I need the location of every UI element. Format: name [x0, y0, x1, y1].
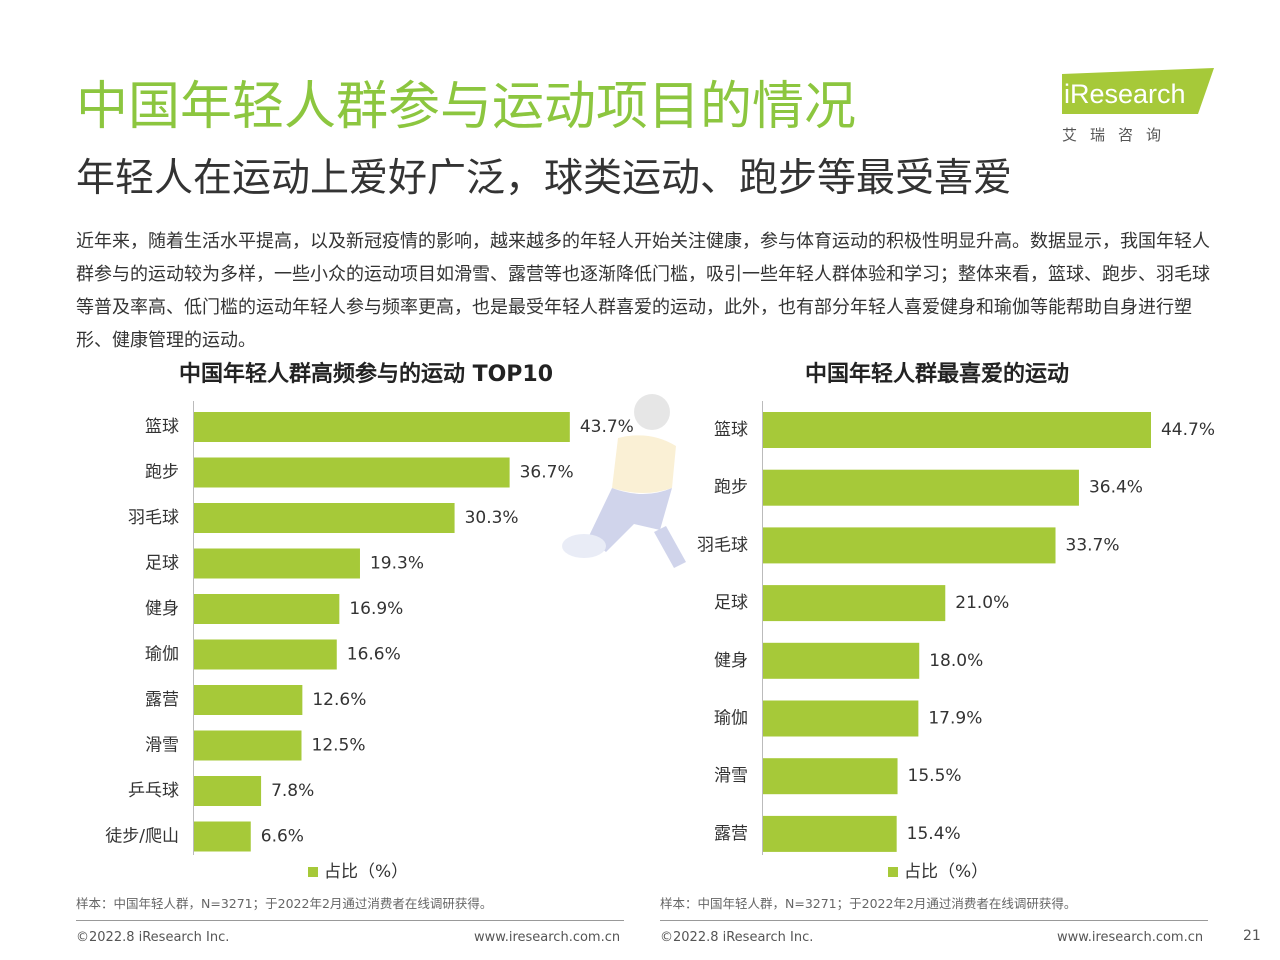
data-label: 17.9%: [928, 709, 982, 729]
right-copyright: ©2022.8 iResearch Inc.: [660, 930, 814, 945]
bar: [194, 776, 262, 806]
legend-swatch: [888, 867, 898, 877]
right-chart-title: 中国年轻人群最喜爱的运动: [804, 362, 1069, 387]
data-label: 7.8%: [271, 781, 314, 801]
category-label: 露营: [145, 690, 179, 710]
data-label: 19.3%: [370, 554, 424, 574]
data-label: 43.7%: [580, 417, 634, 437]
logo-text: iResearch: [1064, 79, 1186, 109]
category-label: 瑜伽: [714, 709, 748, 729]
category-label: 足球: [145, 554, 179, 574]
bar: [194, 457, 510, 488]
data-label: 36.4%: [1089, 478, 1143, 498]
data-label: 21.0%: [955, 593, 1009, 613]
data-label: 12.6%: [312, 690, 366, 710]
category-label: 滑雪: [145, 736, 179, 756]
bar: [194, 594, 340, 624]
category-label: 跑步: [714, 478, 748, 498]
iresearch-logo: [1062, 68, 1214, 114]
data-label: 33.7%: [1066, 535, 1120, 555]
page-number: 21: [1243, 928, 1261, 944]
page-subtitle: 年轻人在运动上爱好广泛，球类运动、跑步等最受喜爱: [76, 156, 1013, 201]
bar: [194, 821, 251, 852]
legend-label: 占比（%）: [904, 862, 988, 882]
right-website-link[interactable]: www.iresearch.com.cn: [1057, 930, 1204, 945]
left-sample-note: 样本：中国年轻人群，N=3271；于2022年2月通过消费者在线调研获得。: [76, 896, 493, 911]
legend-swatch: [308, 867, 318, 877]
legend-label: 占比（%）: [324, 862, 408, 882]
runner-illustration: [562, 394, 686, 568]
bar: [194, 639, 337, 670]
left-copyright: ©2022.8 iResearch Inc.: [76, 930, 230, 945]
bar: [194, 412, 570, 442]
left-footer-rule: [76, 920, 624, 921]
bar: [763, 815, 897, 852]
data-label: 30.3%: [465, 508, 519, 528]
left-website-link[interactable]: www.iresearch.com.cn: [474, 930, 621, 945]
bar: [194, 730, 302, 761]
data-label: 12.5%: [312, 736, 366, 756]
data-label: 16.6%: [347, 645, 401, 665]
left-bar-chart: 篮球 43.7% 跑步 36.7% 羽毛球 30.3% 足球 19.3% 健身 16.9% 瑜伽 16…: [105, 401, 634, 882]
right-footer-rule: [660, 920, 1208, 921]
category-label: 健身: [714, 651, 748, 671]
bar: [194, 548, 360, 579]
category-label: 篮球: [145, 417, 179, 437]
bar: [763, 412, 1151, 448]
data-label: 44.7%: [1161, 420, 1215, 440]
category-label: 瑜伽: [145, 645, 179, 665]
bar: [763, 527, 1056, 564]
right-sample-note: 样本：中国年轻人群，N=3271；于2022年2月通过消费者在线调研获得。: [660, 896, 1077, 911]
data-label: 6.6%: [261, 827, 304, 847]
category-label: 健身: [145, 599, 179, 619]
page-title: 中国年轻人群参与运动项目的情况: [76, 77, 857, 137]
category-label: 足球: [714, 593, 748, 613]
category-label: 滑雪: [714, 766, 748, 786]
bar: [763, 758, 898, 795]
logo-chinese-text: 艾瑞咨询: [1062, 126, 1175, 144]
data-label: 15.4%: [907, 824, 961, 844]
category-label: 羽毛球: [128, 508, 179, 528]
data-label: 16.9%: [349, 599, 403, 619]
data-label: 18.0%: [929, 651, 983, 671]
bar: [763, 585, 946, 622]
category-label: 羽毛球: [697, 535, 748, 555]
bar: [763, 469, 1079, 506]
category-label: 乒乓球: [128, 781, 179, 801]
bar: [194, 503, 455, 533]
left-chart-title: 中国年轻人群高频参与的运动 TOP10: [178, 362, 554, 387]
bar: [194, 685, 303, 715]
category-label: 徒步/爬山: [105, 827, 179, 847]
data-label: 15.5%: [908, 766, 962, 786]
bar: [763, 700, 919, 737]
data-label: 36.7%: [520, 463, 574, 483]
category-label: 篮球: [714, 420, 748, 440]
category-label: 露营: [714, 824, 748, 844]
category-label: 跑步: [145, 463, 179, 483]
right-bar-chart: 篮球 44.7% 跑步 36.4% 羽毛球 33.7% 足球 21.0% 健身 18.0% 瑜伽 17…: [697, 401, 1215, 882]
bar: [763, 642, 920, 679]
intro-paragraph: 近年来，随着生活水平提高，以及新冠疫情的影响，越来越多的年轻人开始关注健康，参与…: [76, 231, 1210, 351]
